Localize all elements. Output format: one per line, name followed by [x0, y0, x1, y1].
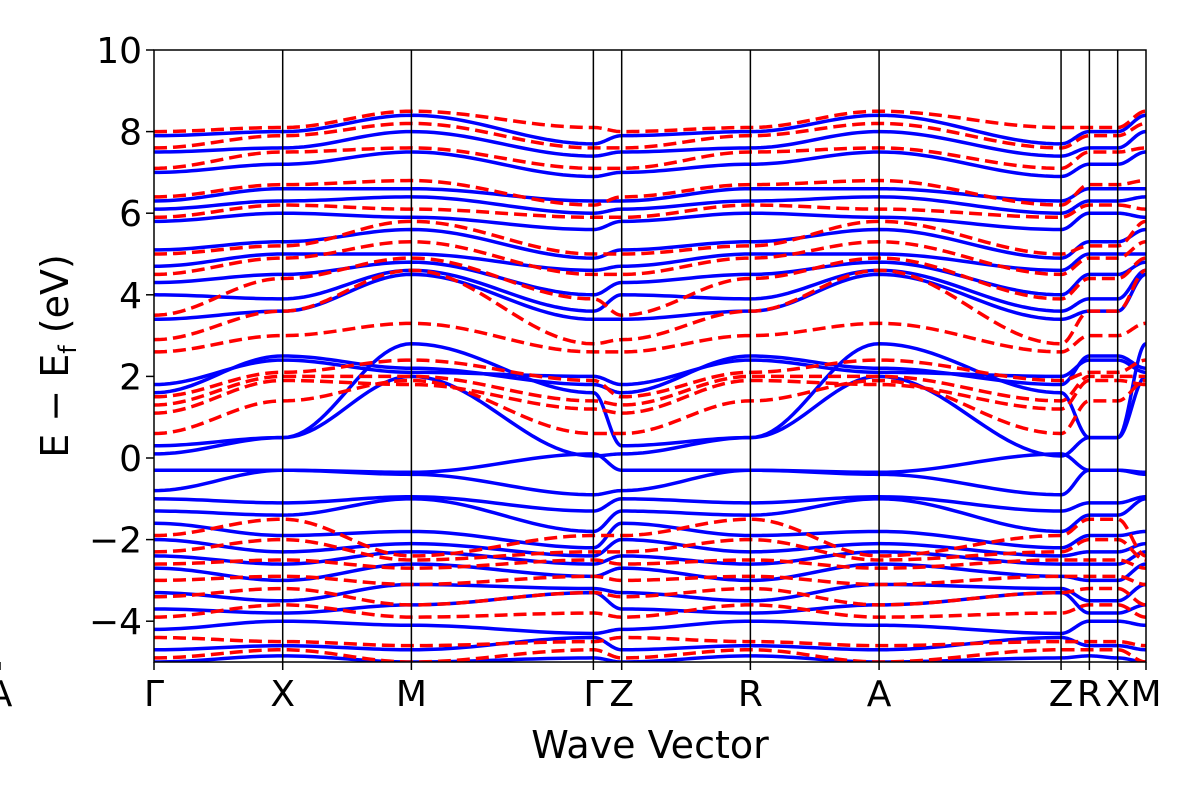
x-tick-label: X	[1105, 674, 1130, 715]
red-band-line	[154, 586, 1146, 607]
x-tick-label: M	[1130, 674, 1161, 715]
y-tick-label: 10	[96, 31, 142, 72]
blue-band-line	[154, 582, 1146, 603]
y-tick-label: 4	[119, 276, 142, 317]
red-band-line	[154, 240, 1146, 277]
y-tick-label: 2	[119, 357, 142, 398]
red-band-line	[154, 219, 1146, 256]
y-tick-label: 8	[119, 113, 142, 154]
x-tick-label: Z	[609, 674, 634, 715]
x-tick-label: Γ	[144, 674, 164, 715]
y-axis-label-sub: f	[54, 345, 82, 354]
y-tick-label: 0	[119, 439, 142, 480]
x-tick-label: R	[738, 674, 763, 715]
y-axis-label: E − Ef (eV)	[33, 254, 82, 458]
red-band-line	[154, 109, 1146, 134]
y-axis-label-unit: (eV)	[33, 254, 77, 345]
red-band-line	[154, 517, 1146, 558]
x-tick-label: A	[867, 674, 892, 715]
blue-band-line	[154, 495, 1146, 513]
y-axis-label-main: E − E	[33, 354, 77, 458]
plot-frame	[153, 49, 1147, 663]
y-tick-label: −2	[89, 521, 142, 562]
x-tick-label: Z	[1049, 674, 1074, 715]
blue-band-line	[154, 521, 1146, 550]
red-band-line	[154, 321, 1146, 354]
blue-band-line	[154, 452, 1146, 475]
blue-band-line	[154, 619, 1146, 636]
red-band-line	[154, 374, 1146, 407]
x-axis-ticks: ΓXMΓZRAZRXMA	[0, 662, 1162, 715]
y-tick-label: −4	[89, 602, 142, 643]
x-tick-label: Γ	[583, 674, 603, 715]
y-axis-ticks: −4 −2 0 2 4 6 8 10	[89, 31, 154, 643]
x-tick-label: M	[396, 674, 427, 715]
x-tick-label: R	[1077, 674, 1102, 715]
blue-band-line	[154, 468, 1146, 497]
x-tick-label: X	[270, 674, 295, 715]
high-symmetry-lines	[281, 50, 1119, 662]
y-tick-label: 6	[119, 194, 142, 235]
blue-band-line	[154, 252, 1146, 273]
x-axis-label: Wave Vector	[531, 723, 769, 767]
red-band-line	[154, 378, 1146, 415]
x-tick-label: A	[0, 674, 13, 715]
